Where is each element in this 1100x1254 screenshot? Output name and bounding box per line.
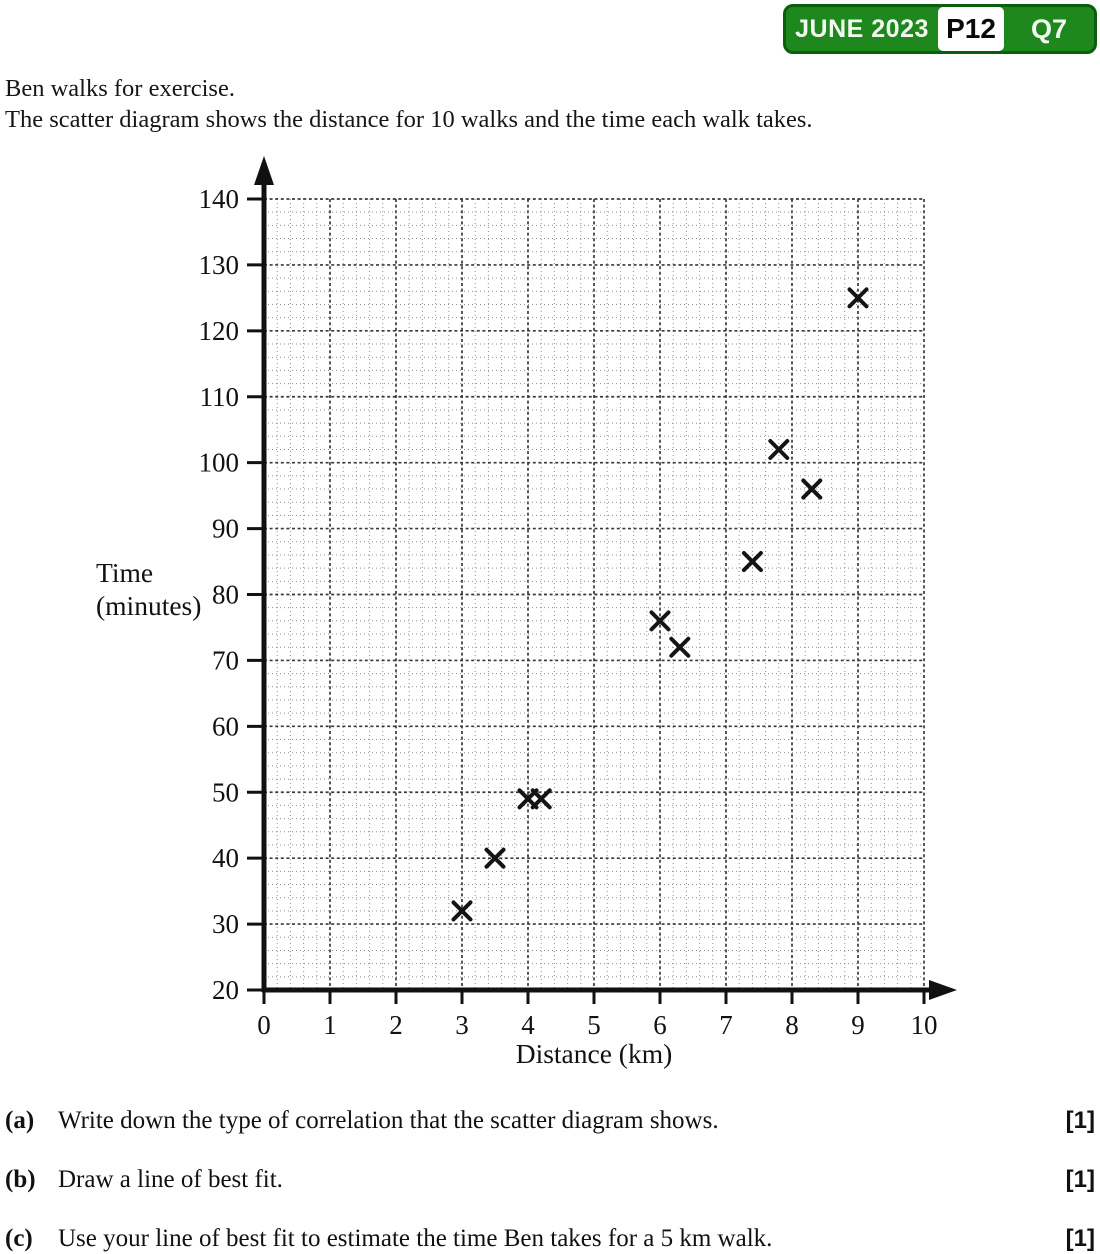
x-tick-label: 1 [323,1010,337,1040]
x-tick-label: 4 [521,1010,535,1040]
x-tick-label: 7 [719,1010,733,1040]
data-point-marker [484,847,506,869]
x-tick-label: 9 [851,1010,865,1040]
x-tick-label: 3 [455,1010,469,1040]
y-tick-label: 70 [212,645,239,675]
y-axis-arrow [254,156,274,185]
x-axis-arrow [929,980,957,1000]
question-b-text: Draw a line of best fit. [58,1166,283,1193]
y-tick-label: 110 [200,382,240,412]
question-c: (c) Use your line of best fit to estimat… [5,1224,1095,1254]
data-point-marker [741,551,763,573]
y-tick-label: 50 [212,777,239,807]
y-tick-label: 40 [212,843,239,873]
question-a-part-label: (a) [5,1107,35,1134]
intro-line-2: The scatter diagram shows the distance f… [5,106,813,133]
y-tick-label: 120 [199,316,240,346]
data-point-marker [649,610,671,632]
x-tick-label: 6 [653,1010,667,1040]
y-tick-label: 140 [199,184,240,214]
y-tick-label: 130 [199,250,240,280]
question-b-part-label: (b) [5,1166,36,1193]
question-c-text: Use your line of best fit to estimate th… [58,1225,773,1252]
x-tick-label: 5 [587,1010,601,1040]
question-b-marks: [1] [1065,1166,1095,1193]
data-point-marker [847,287,869,309]
x-tick-label: 10 [911,1010,938,1040]
y-tick-label: 80 [212,580,239,610]
data-point-marker [801,478,823,500]
y-tick-label: 30 [212,909,239,939]
question-a-marks: [1] [1065,1107,1095,1134]
y-tick-label: 20 [212,975,239,1005]
data-point-marker [669,636,691,658]
question-b: (b) Draw a line of best fit. [1] [5,1165,1095,1195]
exam-session-label: JUNE 2023 [795,14,929,43]
x-axis-title: Distance (km) [516,1038,673,1069]
question-a: (a) Write down the type of correlation t… [5,1106,1095,1136]
paper-number-label: P12 [938,7,1004,51]
x-tick-label: 8 [785,1010,799,1040]
x-tick-label: 2 [389,1010,403,1040]
y-tick-label: 100 [199,448,240,478]
exam-reference-badge: JUNE 2023 P12 Q7 [783,4,1097,54]
data-point-marker [451,900,473,922]
question-number-label: Q7 [1030,13,1068,44]
question-c-marks: [1] [1065,1225,1095,1252]
scatter-chart: 20 30 40 50 60 70 80 90 100 110 120 130 140 0 1 2 3 4 5 6 7 8… [96,156,957,1069]
data-point-marker [768,438,790,460]
intro-line-1: Ben walks for exercise. [5,75,235,102]
data-point-marker [530,788,552,810]
question-c-part-label: (c) [5,1225,33,1252]
x-tick-label: 0 [257,1010,271,1040]
question-a-text: Write down the type of correlation that … [58,1107,719,1134]
y-tick-label: 90 [212,514,239,544]
question-intro: Ben walks for exercise. The scatter diag… [5,73,813,135]
y-tick-label: 60 [212,711,239,741]
y-axis-title: (minutes) [96,590,201,621]
y-axis-title: Time [96,557,153,588]
